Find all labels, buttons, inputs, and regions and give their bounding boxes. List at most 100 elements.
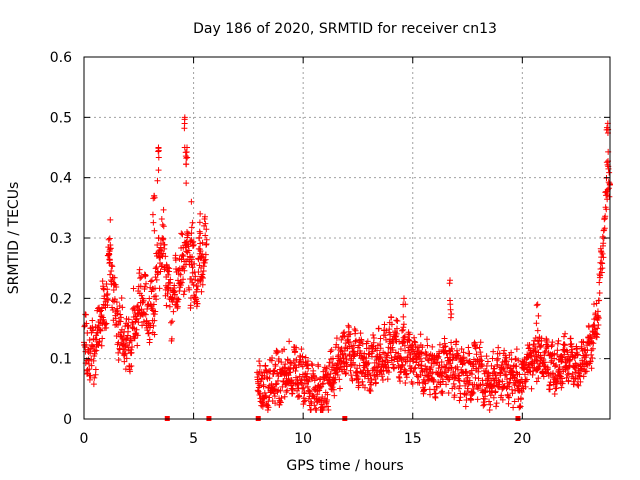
data-point bbox=[176, 287, 183, 294]
data-point bbox=[553, 375, 560, 382]
data-point bbox=[343, 356, 350, 363]
data-point bbox=[388, 357, 395, 364]
data-point bbox=[564, 371, 571, 378]
data-point bbox=[282, 361, 289, 368]
data-point bbox=[567, 356, 574, 363]
data-point bbox=[573, 343, 580, 350]
data-point bbox=[417, 331, 424, 338]
data-point bbox=[553, 362, 560, 369]
data-point bbox=[148, 277, 155, 284]
data-point bbox=[475, 375, 482, 382]
y-tick-label: 0.1 bbox=[50, 352, 72, 368]
data-point bbox=[535, 375, 542, 382]
data-point bbox=[171, 291, 178, 298]
data-point bbox=[486, 406, 493, 413]
data-point bbox=[330, 386, 337, 393]
data-point bbox=[406, 331, 413, 338]
data-point bbox=[402, 301, 409, 308]
data-point bbox=[558, 357, 565, 364]
data-point bbox=[594, 331, 601, 338]
data-point bbox=[107, 245, 114, 252]
data-point bbox=[198, 288, 205, 295]
data-point bbox=[578, 343, 585, 350]
data-point bbox=[356, 342, 363, 349]
data-point bbox=[86, 336, 93, 343]
data-point bbox=[109, 263, 116, 270]
data-point bbox=[191, 260, 198, 267]
data-point bbox=[487, 401, 494, 408]
data-point bbox=[159, 221, 166, 228]
data-point bbox=[359, 378, 366, 385]
data-point bbox=[475, 385, 482, 392]
y-tick-label: 0 bbox=[63, 412, 72, 428]
data-point bbox=[302, 354, 309, 361]
data-point bbox=[194, 300, 201, 307]
data-point bbox=[258, 369, 265, 376]
data-point bbox=[534, 301, 541, 308]
data-point bbox=[396, 374, 403, 381]
data-point bbox=[185, 247, 192, 254]
data-point bbox=[522, 383, 529, 390]
data-point bbox=[595, 315, 602, 322]
data-point bbox=[138, 306, 145, 313]
data-point bbox=[503, 358, 510, 365]
data-point bbox=[286, 338, 293, 345]
data-point bbox=[551, 390, 558, 397]
data-point bbox=[599, 250, 606, 257]
data-point bbox=[352, 327, 359, 334]
data-point bbox=[324, 397, 331, 404]
data-point bbox=[381, 321, 388, 328]
data-point bbox=[128, 363, 135, 370]
data-point bbox=[338, 345, 345, 352]
data-point bbox=[400, 324, 407, 331]
data-point bbox=[90, 343, 97, 350]
data-point bbox=[357, 330, 364, 337]
x-tick-label: 20 bbox=[513, 431, 531, 447]
data-point bbox=[130, 285, 137, 292]
data-point bbox=[188, 230, 195, 237]
data-point bbox=[266, 375, 273, 382]
data-point bbox=[123, 336, 130, 343]
data-point bbox=[495, 344, 502, 351]
data-point bbox=[184, 154, 191, 161]
data-point bbox=[137, 275, 144, 282]
data-point bbox=[466, 350, 473, 357]
data-point bbox=[351, 361, 358, 368]
data-point bbox=[566, 362, 573, 369]
data-point bbox=[115, 357, 122, 364]
data-point bbox=[89, 317, 96, 324]
data-point bbox=[402, 379, 409, 386]
data-point bbox=[361, 350, 368, 357]
data-point bbox=[305, 365, 312, 372]
data-point bbox=[451, 384, 458, 391]
data-point bbox=[601, 225, 608, 232]
data-point bbox=[490, 382, 497, 389]
data-point bbox=[348, 372, 355, 379]
data-point bbox=[91, 374, 98, 381]
data-point bbox=[400, 313, 407, 320]
data-point bbox=[329, 355, 336, 362]
data-point bbox=[453, 338, 460, 345]
data-point bbox=[271, 393, 278, 400]
data-point bbox=[289, 386, 296, 393]
data-point bbox=[366, 369, 373, 376]
data-point bbox=[369, 348, 376, 355]
data-point bbox=[554, 347, 561, 354]
data-point bbox=[574, 381, 581, 388]
data-point bbox=[197, 255, 204, 262]
data-point bbox=[283, 388, 290, 395]
data-point bbox=[106, 235, 113, 242]
data-point bbox=[361, 384, 368, 391]
data-point bbox=[181, 267, 188, 274]
data-point bbox=[489, 355, 496, 362]
data-point bbox=[503, 371, 510, 378]
data-point bbox=[364, 338, 371, 345]
data-point bbox=[521, 371, 528, 378]
data-point bbox=[266, 394, 273, 401]
data-point bbox=[486, 398, 493, 405]
data-point bbox=[487, 392, 494, 399]
data-point bbox=[287, 369, 294, 376]
data-point bbox=[104, 296, 111, 303]
data-point bbox=[367, 387, 374, 394]
data-point bbox=[164, 284, 171, 291]
